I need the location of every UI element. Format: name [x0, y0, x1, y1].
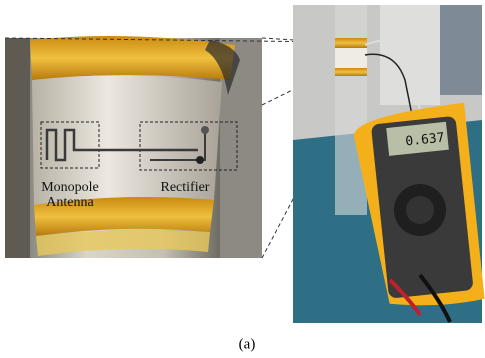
- caption: (a): [239, 336, 256, 352]
- antenna-label: Monopole Antenna: [26, 180, 114, 210]
- rectifier-label: Rectifier: [145, 180, 225, 195]
- left-photo: [5, 36, 262, 258]
- figure: 0.637 (a): [0, 0, 485, 358]
- page: 0.637 (a) Monopole Antenna Rectifier (()…: [0, 0, 485, 358]
- right-photo: [293, 5, 485, 323]
